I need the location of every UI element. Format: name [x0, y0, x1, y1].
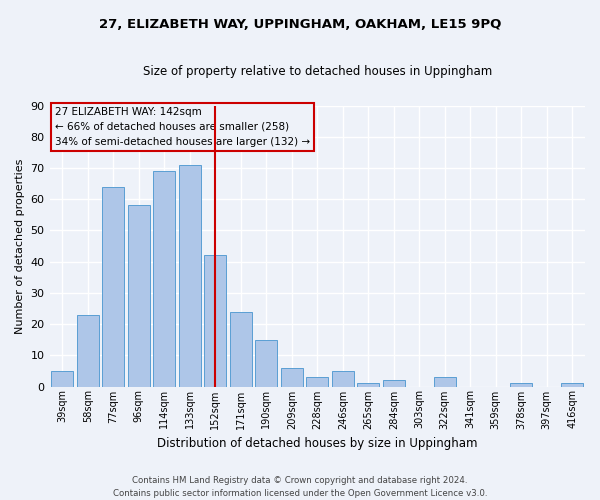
Bar — [179, 165, 200, 386]
Bar — [154, 171, 175, 386]
X-axis label: Distribution of detached houses by size in Uppingham: Distribution of detached houses by size … — [157, 437, 478, 450]
Bar — [511, 384, 532, 386]
Bar — [332, 371, 353, 386]
Text: 27, ELIZABETH WAY, UPPINGHAM, OAKHAM, LE15 9PQ: 27, ELIZABETH WAY, UPPINGHAM, OAKHAM, LE… — [99, 18, 501, 30]
Bar — [307, 377, 328, 386]
Text: Contains HM Land Registry data © Crown copyright and database right 2024.
Contai: Contains HM Land Registry data © Crown c… — [113, 476, 487, 498]
Title: Size of property relative to detached houses in Uppingham: Size of property relative to detached ho… — [143, 65, 492, 78]
Bar — [358, 384, 379, 386]
Bar — [383, 380, 404, 386]
Bar — [103, 186, 124, 386]
Bar — [77, 314, 98, 386]
Bar — [562, 384, 583, 386]
Bar — [434, 377, 455, 386]
Bar — [256, 340, 277, 386]
Bar — [230, 312, 251, 386]
Bar — [128, 206, 149, 386]
Bar — [52, 371, 73, 386]
Text: 27 ELIZABETH WAY: 142sqm
← 66% of detached houses are smaller (258)
34% of semi-: 27 ELIZABETH WAY: 142sqm ← 66% of detach… — [55, 107, 310, 146]
Bar — [281, 368, 302, 386]
Bar — [205, 256, 226, 386]
Y-axis label: Number of detached properties: Number of detached properties — [15, 158, 25, 334]
